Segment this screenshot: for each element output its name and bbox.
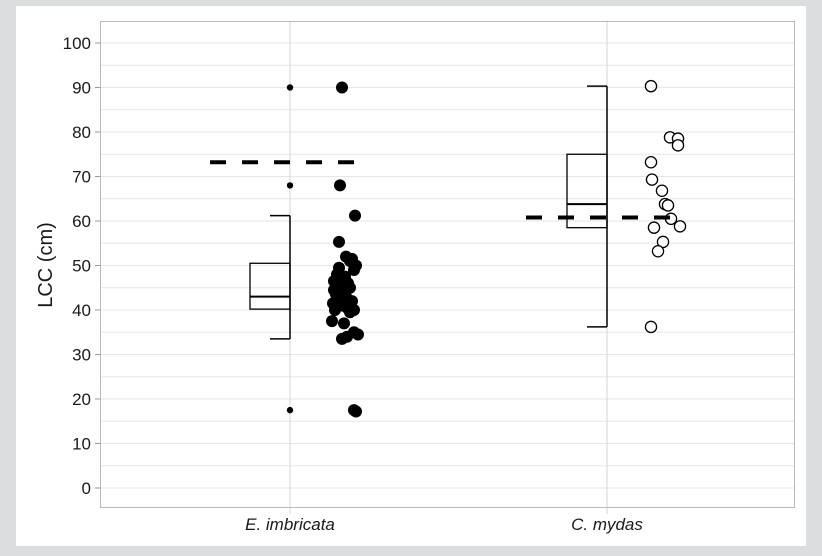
reference-lines xyxy=(210,160,672,220)
y-tick-label: 50 xyxy=(72,257,91,276)
point-e-imbricata xyxy=(349,209,361,222)
point-c-mydas xyxy=(647,221,661,234)
point-e-imbricata xyxy=(329,304,341,316)
point-e-imbricata xyxy=(344,306,356,319)
figure-card xyxy=(16,6,806,546)
outlier-point xyxy=(286,182,294,189)
point-c-mydas xyxy=(673,220,687,233)
point-e-imbricata xyxy=(333,235,345,248)
y-tick-label: 80 xyxy=(72,123,91,142)
y-axis-ticks: 0 10 20 30 40 50 60 70 80 90 100 xyxy=(63,34,100,498)
y-tick-label: 40 xyxy=(72,301,91,320)
data-points xyxy=(326,79,687,418)
x-label-c-mydas: C. mydas xyxy=(571,515,643,534)
x-label-e-imbricata: E. imbricata xyxy=(245,515,335,534)
point-c-mydas xyxy=(651,245,665,258)
y-tick-label: 100 xyxy=(63,34,91,53)
point-e-imbricata xyxy=(338,317,350,330)
box-plots xyxy=(249,84,608,414)
box-c-mydas xyxy=(566,85,608,328)
point-c-mydas xyxy=(655,184,669,197)
outlier-point xyxy=(286,406,294,414)
point-e-imbricata xyxy=(352,328,364,341)
point-c-mydas xyxy=(644,156,658,169)
box-e-imbricata xyxy=(249,84,294,414)
outlier-point xyxy=(286,84,294,91)
point-e-imbricata xyxy=(350,405,362,418)
point-e-imbricata xyxy=(348,263,360,276)
y-tick-label: 90 xyxy=(72,79,91,98)
y-tick-label: 0 xyxy=(82,479,91,498)
iqr-box xyxy=(249,262,291,310)
point-c-mydas xyxy=(645,173,659,186)
point-e-imbricata xyxy=(334,179,346,192)
point-c-mydas xyxy=(661,199,675,212)
point-c-mydas xyxy=(644,320,658,334)
y-tick-label: 60 xyxy=(72,212,91,231)
point-c-mydas xyxy=(644,79,658,93)
y-tick-label: 20 xyxy=(72,390,91,409)
point-e-imbricata xyxy=(336,332,348,345)
y-axis-title: LCC (cm) xyxy=(35,222,57,308)
plot-frame xyxy=(100,21,795,508)
point-e-imbricata xyxy=(336,81,348,94)
gridlines xyxy=(100,22,795,514)
point-c-mydas xyxy=(671,139,685,152)
y-tick-label: 10 xyxy=(72,435,91,454)
y-tick-label: 70 xyxy=(72,168,91,187)
y-tick-label: 30 xyxy=(72,346,91,365)
point-e-imbricata xyxy=(326,315,338,328)
